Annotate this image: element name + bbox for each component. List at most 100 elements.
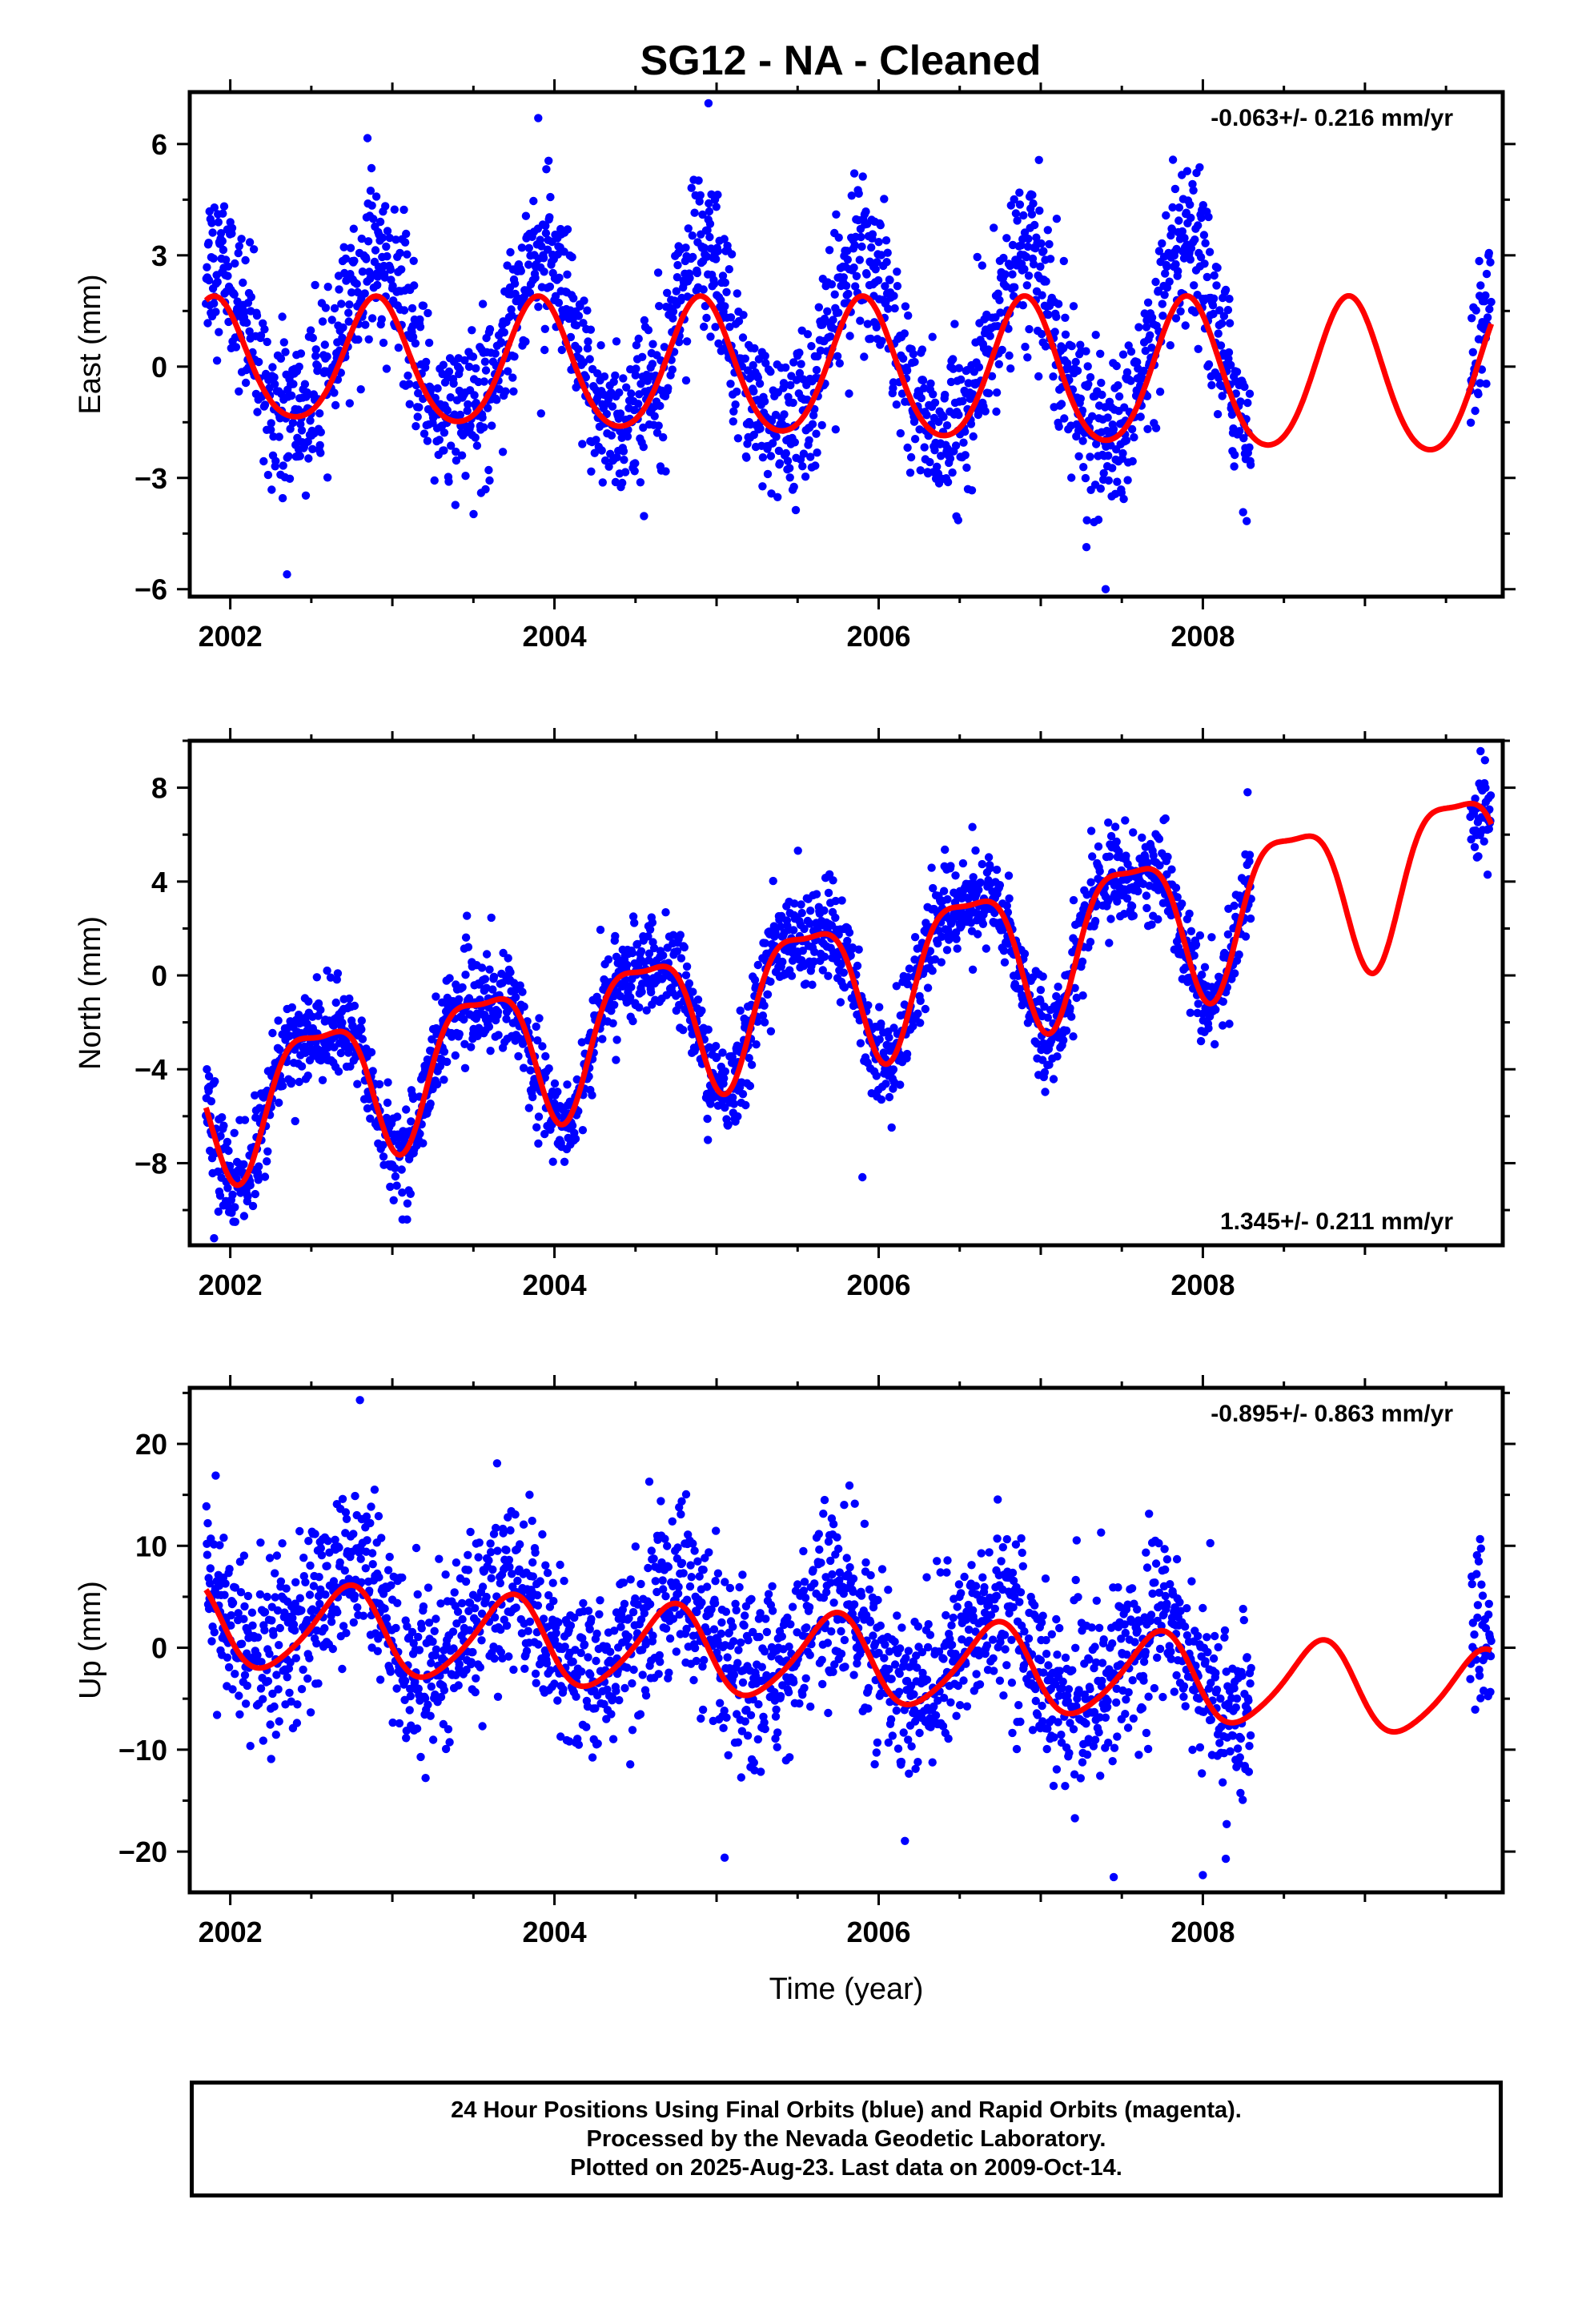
data-point: [928, 332, 937, 341]
data-point: [551, 292, 560, 300]
data-point: [321, 1590, 330, 1599]
data-point: [241, 1699, 251, 1708]
data-point: [902, 366, 912, 375]
data-point: [785, 473, 794, 482]
data-point: [353, 1080, 362, 1088]
data-point: [713, 191, 722, 199]
data-point: [253, 1168, 263, 1177]
data-point: [806, 907, 815, 915]
data-point: [534, 1112, 544, 1121]
data-point: [1229, 424, 1238, 433]
data-point: [546, 192, 555, 202]
data-point: [590, 448, 599, 457]
data-point: [647, 987, 656, 997]
data-point: [534, 1139, 543, 1148]
data-point: [318, 317, 327, 326]
data-point: [897, 389, 907, 398]
data-point: [228, 1685, 237, 1694]
data-point: [273, 1606, 283, 1615]
data-point: [1040, 1002, 1049, 1011]
data-point: [984, 388, 994, 398]
data-point: [240, 1671, 250, 1679]
data-point: [783, 456, 793, 465]
data-point: [402, 1105, 411, 1114]
data-point: [1086, 938, 1095, 947]
data-point: [588, 1091, 596, 1100]
data-point: [889, 1084, 897, 1093]
data-point: [441, 1744, 451, 1754]
data-point: [525, 288, 535, 297]
data-point: [339, 1622, 348, 1630]
data-point: [285, 1688, 294, 1697]
data-point: [1147, 344, 1156, 352]
data-point: [204, 275, 214, 285]
data-point: [1018, 301, 1028, 310]
data-point: [386, 1667, 395, 1676]
data-point: [1110, 489, 1120, 498]
data-point: [468, 326, 476, 335]
data-point: [333, 1608, 342, 1617]
data-point: [235, 387, 243, 396]
data-point: [789, 482, 798, 492]
data-point: [323, 1562, 331, 1570]
data-point: [468, 352, 478, 361]
data-point: [271, 456, 280, 465]
data-point: [992, 388, 1002, 397]
data-point: [361, 320, 370, 329]
data-point: [346, 243, 355, 252]
data-point: [636, 947, 646, 956]
x-tick-label: 2006: [846, 620, 910, 653]
data-point: [642, 1006, 651, 1015]
data-point: [209, 254, 218, 263]
data-point: [741, 1100, 750, 1110]
y-tick-label: 8: [151, 772, 167, 805]
data-point: [1209, 309, 1218, 319]
data-point: [1019, 211, 1028, 220]
data-point: [1122, 436, 1131, 445]
data-point: [1029, 259, 1038, 269]
data-point: [1191, 940, 1201, 949]
data-point: [281, 348, 290, 356]
data-point: [449, 379, 458, 388]
data-point: [986, 863, 994, 873]
data-point: [758, 1011, 768, 1020]
data-point: [951, 871, 960, 880]
data-point: [382, 1614, 391, 1622]
data-point: [616, 409, 625, 418]
y-tick-label: 0: [151, 351, 167, 384]
data-point: [1219, 312, 1229, 320]
data-point: [1073, 366, 1082, 376]
data-point: [961, 427, 970, 436]
data-point: [219, 1534, 228, 1542]
data-point: [239, 278, 247, 287]
data-point: [536, 409, 545, 418]
data-point: [1136, 412, 1145, 421]
data-point: [381, 202, 390, 211]
data-point: [654, 421, 663, 430]
data-point: [1108, 464, 1117, 472]
data-point: [482, 950, 492, 959]
data-point: [338, 1664, 347, 1674]
data-point: [807, 342, 816, 351]
data-point: [1122, 368, 1132, 377]
data-point: [263, 470, 273, 480]
data-point: [306, 1561, 315, 1570]
north-model-curve: [203, 800, 1495, 1188]
data-point: [1113, 897, 1122, 906]
data-point: [1054, 983, 1062, 991]
data-point: [370, 1486, 379, 1494]
data-point: [578, 1126, 588, 1135]
data-point: [405, 400, 414, 408]
data-point: [315, 409, 324, 418]
y-tick-label: 6: [151, 128, 167, 161]
data-point: [875, 1003, 884, 1011]
data-point: [471, 1604, 480, 1613]
data-point: [1231, 450, 1239, 460]
data-point: [480, 975, 490, 983]
data-point: [409, 1638, 418, 1648]
data-point: [898, 354, 908, 363]
data-point: [538, 1042, 547, 1051]
data-point: [1104, 451, 1113, 460]
data-point: [1476, 379, 1484, 388]
